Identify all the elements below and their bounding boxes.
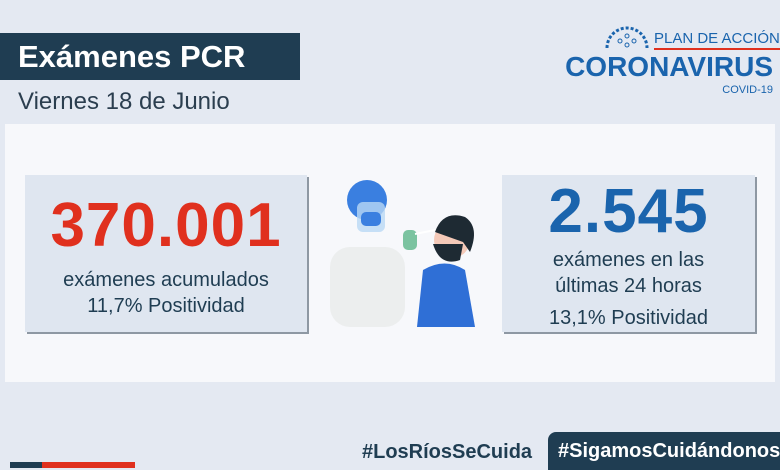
page-title: Exámenes PCR (0, 33, 300, 80)
last-24h-value: 2.545 (548, 177, 709, 246)
accumulated-value: 370.001 (50, 191, 282, 260)
hashtag-sigamos: #SigamosCuidándonos (548, 432, 780, 470)
accumulated-positivity: 11,7% Positividad (87, 295, 245, 317)
covid-label: COVID-19 (722, 84, 773, 96)
doctor-body (330, 247, 405, 327)
brand-label: CORONAVIRUS (565, 51, 773, 82)
last-24h-positivity: 13,1% Positividad (549, 307, 708, 329)
hashtag-losrios: #LosRíosSeCuida (362, 441, 533, 463)
last-24h-label-1: exámenes en las (552, 249, 705, 271)
accumulated-card: 370.001 exámenes acumulados 11,7% Positi… (25, 175, 307, 332)
pcr-test-illustration (330, 180, 475, 327)
accumulated-label: exámenes acumulados (63, 269, 269, 291)
virus-icon (605, 26, 649, 49)
plan-label: PLAN DE ACCIÓN (654, 30, 780, 50)
last-24h-label-2: últimas 24 horas (555, 275, 702, 297)
plan-coronavirus-logo: PLAN DE ACCIÓN CORONAVIRUS COVID-19 (540, 22, 780, 102)
flag-bar-blue (10, 462, 42, 468)
date-subtitle: Viernes 18 de Junio (18, 88, 230, 115)
last-24h-card: 2.545 exámenes en las últimas 24 horas 1… (502, 175, 755, 332)
flag-bar-red (42, 462, 135, 468)
patient-body (417, 263, 475, 327)
